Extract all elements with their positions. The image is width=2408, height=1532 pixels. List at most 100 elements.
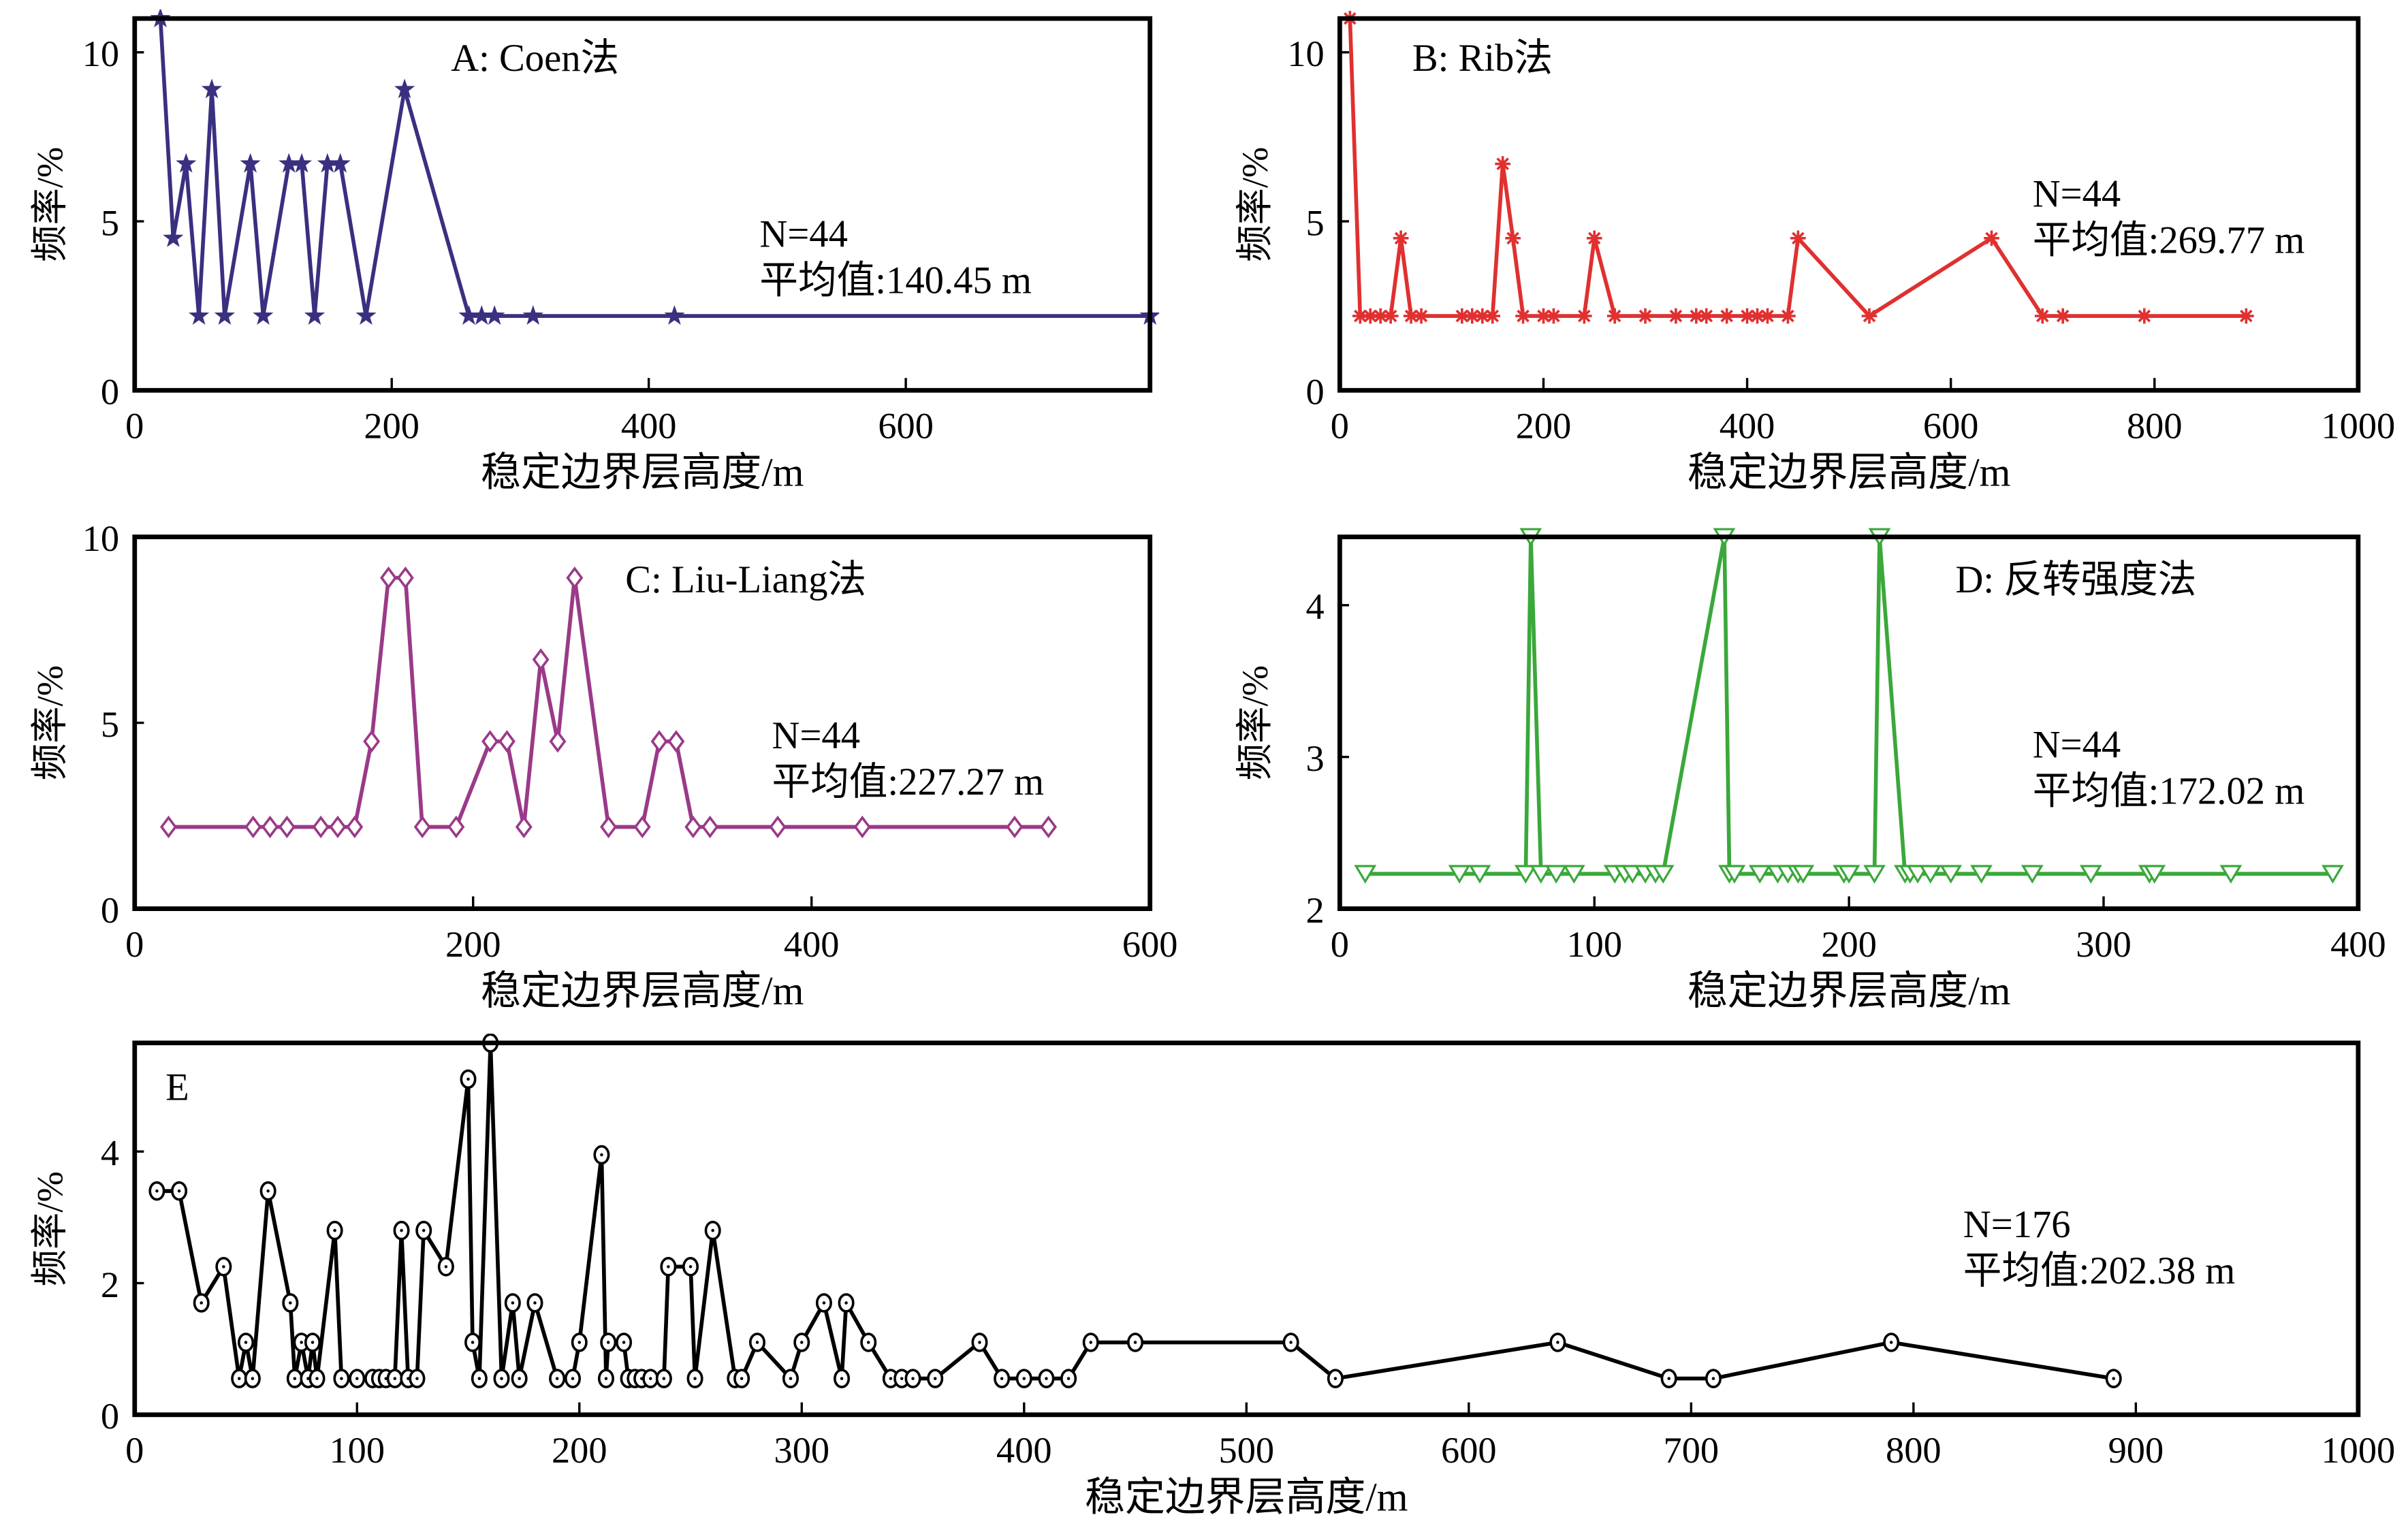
data-point-dot bbox=[1711, 1377, 1715, 1380]
series-c bbox=[159, 566, 1058, 839]
chart-panel-c: 0 200 400 600 0 5 10 稳定边界层高度/m 频率/% C: Liu-Liang法… bbox=[29, 518, 1177, 1013]
x-tick-label: 200 bbox=[1821, 924, 1877, 965]
data-point-dot bbox=[622, 1341, 626, 1344]
marker-stroke bbox=[1517, 309, 1530, 323]
data-point bbox=[1637, 308, 1653, 324]
data-point-dot bbox=[978, 1341, 981, 1344]
data-point bbox=[1354, 865, 1377, 884]
marker-stroke bbox=[1496, 157, 1509, 170]
data-point bbox=[1515, 308, 1531, 324]
data-point bbox=[853, 815, 871, 839]
marker-stroke bbox=[1741, 309, 1754, 323]
marker-stroke bbox=[1985, 232, 1998, 245]
x-tick-label: 900 bbox=[2108, 1430, 2164, 1471]
x-axis-label: 稳定边界层高度/m bbox=[481, 451, 804, 495]
panel-title: E bbox=[165, 1067, 189, 1109]
data-point-dot bbox=[471, 1341, 475, 1344]
data-point bbox=[1863, 865, 1886, 884]
marker-stroke bbox=[1476, 309, 1489, 323]
y-tick-label: 2 bbox=[1306, 890, 1325, 931]
marker-stroke bbox=[1354, 309, 1367, 323]
data-point-dot bbox=[900, 1377, 904, 1380]
y-tick-label: 3 bbox=[1306, 738, 1325, 779]
mean-value-label: 平均值:269.77 m bbox=[2033, 220, 2305, 262]
data-point bbox=[701, 815, 719, 839]
data-point bbox=[2143, 865, 2166, 884]
data-point-dot bbox=[840, 1377, 844, 1380]
x-tick-label: 200 bbox=[364, 406, 419, 447]
data-point bbox=[650, 730, 668, 753]
data-point-dot bbox=[822, 1301, 826, 1305]
x-tick-label: 500 bbox=[1219, 1430, 1275, 1471]
x-tick-label: 200 bbox=[445, 924, 501, 965]
series-a bbox=[150, 9, 1160, 325]
sample-size-label: N=44 bbox=[759, 214, 847, 256]
y-tick-label: 0 bbox=[101, 890, 119, 931]
data-point bbox=[2219, 865, 2243, 884]
marker-stroke bbox=[1761, 309, 1774, 323]
x-axis-label: 稳定边界层高度/m bbox=[1688, 451, 2011, 495]
marker-stroke bbox=[1466, 309, 1479, 323]
data-point-dot bbox=[222, 1265, 225, 1268]
data-point-dot bbox=[311, 1341, 315, 1344]
data-point-dot bbox=[355, 1377, 359, 1380]
data-point bbox=[667, 730, 685, 753]
panel-title: C: Liu-Liang法 bbox=[625, 559, 866, 601]
data-point bbox=[1688, 308, 1705, 324]
data-point-dot bbox=[1045, 1377, 1048, 1380]
data-point bbox=[1468, 865, 1491, 884]
data-point-dot bbox=[1889, 1341, 1893, 1344]
data-point-dot bbox=[315, 1377, 319, 1380]
marker-stroke bbox=[1363, 309, 1377, 323]
data-point bbox=[481, 730, 499, 753]
data-point-dot bbox=[577, 1341, 582, 1344]
data-point bbox=[549, 730, 567, 753]
data-point bbox=[163, 227, 184, 247]
data-point-dot bbox=[789, 1377, 793, 1380]
y-tick-label: 0 bbox=[101, 372, 119, 413]
plot-frame bbox=[1337, 534, 2361, 911]
data-point bbox=[1939, 865, 1963, 884]
data-point-dot bbox=[1667, 1377, 1670, 1380]
data-point bbox=[498, 730, 516, 753]
series-b bbox=[1342, 10, 2254, 324]
x-tick-label: 300 bbox=[2076, 924, 2132, 965]
data-point-dot bbox=[1556, 1341, 1559, 1344]
data-point-dot bbox=[933, 1377, 937, 1380]
data-point-dot bbox=[693, 1377, 697, 1380]
marker-stroke bbox=[1384, 309, 1397, 323]
data-point-dot bbox=[1333, 1377, 1337, 1380]
y-axis-label: 频率/% bbox=[29, 1171, 70, 1286]
x-tick-label: 1000 bbox=[2321, 1430, 2395, 1471]
marker-stroke bbox=[1374, 309, 1387, 323]
data-point bbox=[1739, 308, 1755, 324]
data-point-dot bbox=[889, 1377, 893, 1380]
data-point bbox=[396, 566, 414, 590]
x-tick-label: 200 bbox=[1516, 406, 1572, 447]
sample-size-label: N=44 bbox=[2033, 724, 2121, 767]
marker-stroke bbox=[2056, 309, 2070, 323]
marker-stroke bbox=[2035, 309, 2049, 323]
data-point bbox=[471, 305, 492, 325]
sample-size-label: N=44 bbox=[2033, 174, 2121, 216]
x-tick-label: 400 bbox=[621, 406, 677, 447]
data-point bbox=[253, 305, 274, 325]
data-point bbox=[684, 815, 702, 839]
data-point bbox=[380, 566, 397, 590]
data-point-dot bbox=[466, 1077, 470, 1081]
data-point-dot bbox=[1022, 1377, 1026, 1380]
mean-value-label: 平均值:227.27 m bbox=[772, 761, 1045, 803]
data-point bbox=[1919, 865, 1942, 884]
data-point-dot bbox=[511, 1301, 515, 1305]
x-tick-label: 400 bbox=[2330, 924, 2386, 965]
sample-size-label: N=176 bbox=[1963, 1204, 2071, 1246]
x-axis-label: 稳定边界层高度/m bbox=[1688, 969, 2011, 1013]
data-point-dot bbox=[844, 1301, 848, 1305]
data-point-dot bbox=[333, 1228, 336, 1232]
data-point bbox=[346, 815, 364, 839]
x-tick-label: 800 bbox=[1886, 1430, 1942, 1471]
data-point-dot bbox=[444, 1265, 448, 1268]
data-point bbox=[312, 815, 330, 839]
marker-stroke bbox=[1404, 309, 1418, 323]
data-point bbox=[1562, 865, 1585, 884]
